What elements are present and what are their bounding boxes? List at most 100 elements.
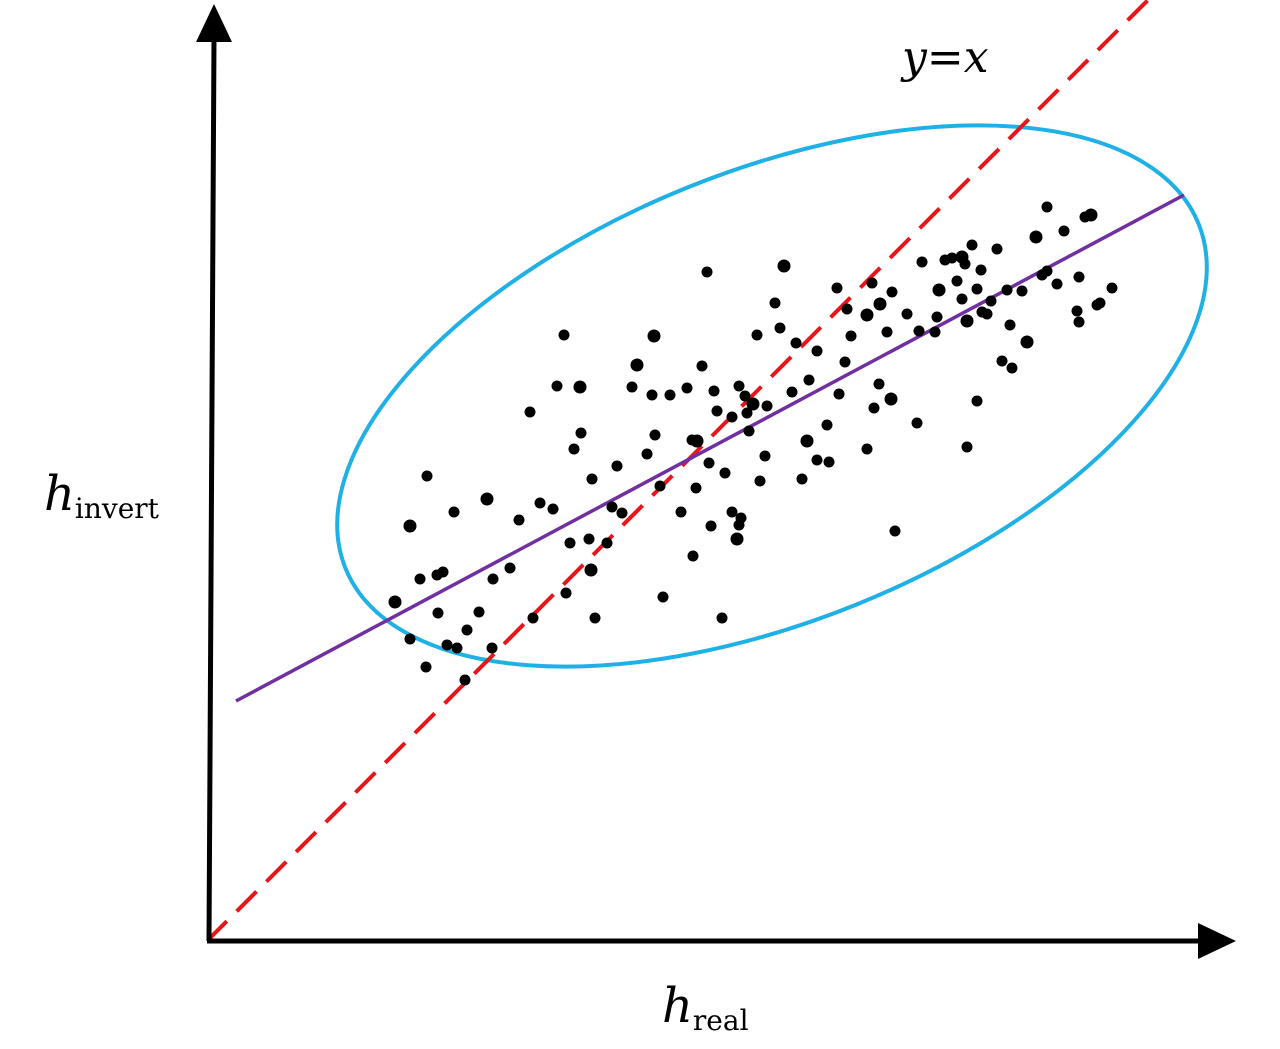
data-point [873,378,885,390]
data-point [649,429,661,441]
data-point [803,374,815,386]
data-point [414,573,426,585]
data-point [881,326,893,338]
data-point [551,380,563,392]
data-point [564,537,576,549]
data-point [701,266,713,278]
data-point [1004,319,1016,331]
data-point [575,427,587,439]
data-point [1006,362,1018,374]
data-point [913,325,925,337]
data-point [730,532,744,546]
data-point [432,607,444,619]
data-point [480,492,494,506]
regression-fit-line [235,193,1185,703]
data-point [868,402,880,414]
data-point [996,355,1008,367]
data-point [420,661,432,673]
data-point [431,569,443,581]
x-axis-label-subscript: real [693,1004,749,1037]
y-axis-label-subscript: invert [75,492,160,525]
data-point [696,360,708,372]
data-point [966,239,978,251]
data-point [1041,201,1053,213]
data-point [690,434,704,448]
data-point [811,454,823,466]
data-point [459,674,471,686]
data-point [601,537,613,549]
data-point [647,329,661,343]
data-point [1041,265,1053,277]
data-point [654,480,666,492]
data-point [845,330,857,342]
data-point [461,624,473,636]
data-point [839,356,851,368]
data-point [754,475,766,487]
data-point [1073,271,1085,283]
data-point [833,388,845,400]
data-point [796,473,808,485]
data-point [646,389,658,401]
data-point [524,406,536,418]
data-point [711,405,723,417]
data-point [823,456,835,468]
data-point [831,282,843,294]
data-point [473,606,485,618]
data-point [929,326,941,338]
data-point [441,639,453,651]
data-point [641,448,653,460]
data-point [774,322,786,334]
data-point [769,297,781,309]
data-point [690,482,702,494]
data-point [626,381,638,393]
data-point [886,286,898,298]
data-point [681,382,693,394]
data-point [513,514,525,526]
data-point [616,507,628,519]
data-point [746,397,760,411]
data-point [1106,282,1118,294]
data-point [403,519,417,533]
data-point [1029,230,1043,244]
data-point [741,407,753,419]
data-point [946,252,958,264]
data-point [719,467,731,479]
data-point [743,425,755,437]
data-point [991,243,1003,255]
data-point [726,411,738,423]
data-point [708,385,720,397]
data-point [931,311,943,323]
data-point [703,457,715,469]
data-point [534,497,546,509]
data-point [1084,208,1098,222]
data-point [547,503,559,515]
data-point [971,283,983,295]
data-point [589,612,601,624]
x-axis-label-main: h [662,978,693,1034]
data-point [821,419,833,431]
data-point [901,308,913,320]
data-point [975,264,987,276]
data-point [786,386,798,398]
data-point [487,573,499,585]
data-point [560,587,572,599]
data-point [1058,225,1070,237]
data-point [811,345,823,357]
data-point [1094,297,1106,309]
data-point [705,520,717,532]
data-point [790,337,802,349]
data-point [486,642,498,654]
data-point [451,642,463,654]
data-point [573,380,587,394]
data-point [873,297,887,311]
data-point [1001,284,1013,296]
data-point [664,389,676,401]
data-point [586,473,598,485]
data-point [1016,285,1028,297]
y-axis [206,37,217,942]
data-point [1073,316,1085,328]
data-point [657,591,669,603]
data-point [951,275,963,287]
data-point [981,308,993,320]
